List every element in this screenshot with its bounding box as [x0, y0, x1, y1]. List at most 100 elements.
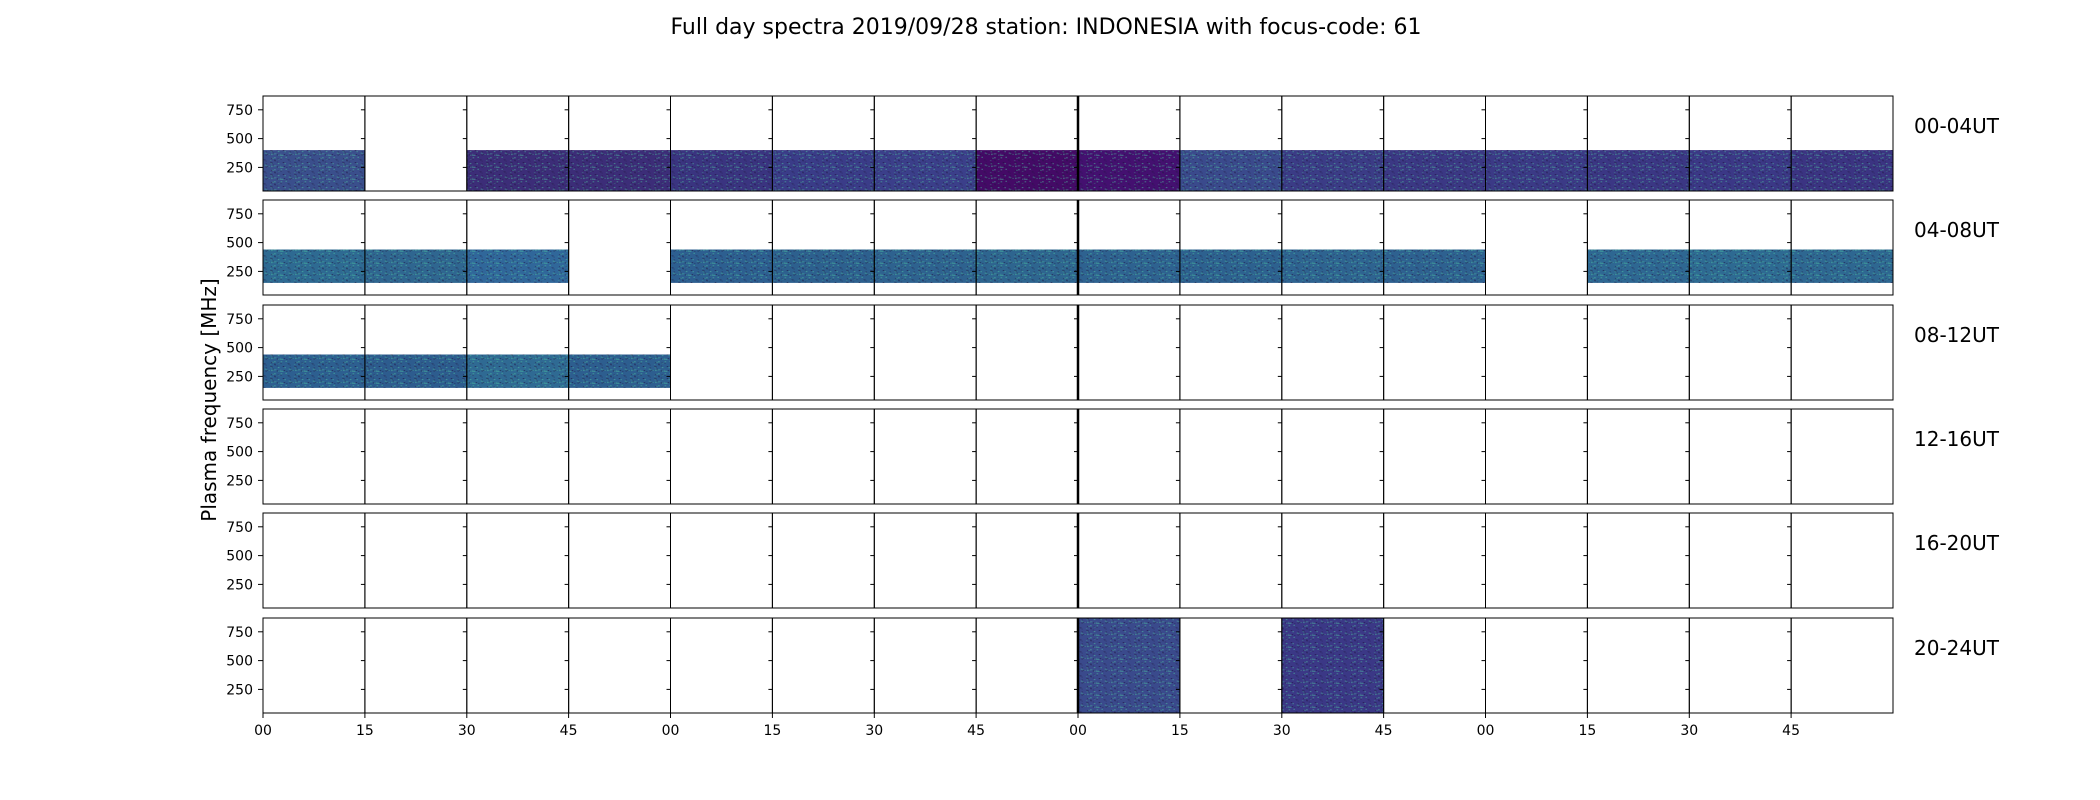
subplot-frame — [568, 617, 671, 714]
spectrum-texture — [263, 150, 365, 191]
spectrum-texture — [466, 354, 569, 388]
y-tick-label: 250 — [226, 682, 253, 698]
subplot-frame — [262, 617, 366, 714]
spectra-row: 250 500 750 20-24UT — [226, 617, 2000, 714]
spectrum-texture — [670, 249, 773, 283]
subplot-frame — [568, 199, 671, 296]
subplot-frame — [466, 408, 570, 505]
spectrum-texture — [1587, 150, 1690, 191]
spectrum-texture — [1078, 150, 1180, 191]
subplot-frame — [568, 408, 671, 505]
y-tick-label: 500 — [226, 236, 253, 252]
row-time-label: 20-24UT — [1914, 636, 2000, 660]
subplot-frame — [771, 512, 875, 609]
x-tick-label: 45 — [1375, 723, 1393, 739]
spectra-row: 250 500 750 04-08UT — [226, 199, 2000, 296]
spectrum-texture — [263, 249, 365, 283]
y-tick-label: 500 — [226, 549, 253, 565]
spectrum-texture — [1587, 249, 1690, 283]
subplot-frame — [873, 617, 977, 714]
spectrum-texture — [1791, 150, 1893, 191]
spectrum-texture — [976, 249, 1078, 283]
subplot-frame — [1688, 617, 1792, 714]
x-tick-label: 00 — [254, 723, 272, 739]
x-tick-label: 00 — [1477, 723, 1495, 739]
spectrum-texture — [1179, 249, 1282, 283]
spectrum-texture — [263, 354, 365, 388]
x-tick-label: 15 — [763, 723, 781, 739]
spectra-rows: 250 500 750 00-04UT 250 500 750 04-08UT 250 500 75… — [226, 95, 2000, 714]
subplot-frame — [975, 512, 1079, 609]
y-tick-label: 750 — [226, 625, 253, 641]
subplot-frame — [1790, 199, 1894, 296]
subplot-frame — [670, 304, 773, 401]
x-tick-label: 00 — [662, 723, 680, 739]
y-tick-label: 750 — [226, 312, 253, 328]
x-tick-label: 45 — [560, 723, 578, 739]
spectra-row: 250 500 750 08-12UT — [226, 304, 2000, 401]
subplot-frame — [1790, 95, 1894, 192]
subplot-frame — [466, 512, 570, 609]
subplot-frame — [1383, 304, 1486, 401]
x-axis-ticks: 00 15 30 45 00 15 30 45 00 15 30 45 00 15 30 45 — [254, 713, 1800, 739]
x-tick-label: 30 — [1273, 723, 1291, 739]
subplot-frame — [1485, 617, 1588, 714]
subplot-frame — [1077, 408, 1181, 505]
x-tick-label: 15 — [356, 723, 374, 739]
subplot-frame — [670, 512, 773, 609]
subplot-frame — [1688, 512, 1792, 609]
y-tick-label: 250 — [226, 369, 253, 385]
subplot-frame — [1790, 617, 1894, 714]
subplot-frame — [1688, 408, 1792, 505]
x-tick-label: 00 — [1069, 723, 1087, 739]
spectrum-texture — [1689, 249, 1792, 283]
subplot-frame — [1179, 408, 1283, 505]
spectrum-texture — [568, 150, 671, 191]
spectrum-texture — [772, 150, 875, 191]
subplot-frame — [670, 408, 773, 505]
subplot-frame — [466, 617, 570, 714]
subplot-frame — [364, 512, 468, 609]
subplot-frame — [1586, 408, 1690, 505]
spectrum-texture — [1383, 150, 1486, 191]
subplot-frame — [975, 304, 1079, 401]
subplot-frame — [1281, 512, 1385, 609]
subplot-frame — [975, 617, 1079, 714]
spectrum-texture — [874, 249, 977, 283]
y-tick-label: 500 — [226, 654, 253, 670]
y-tick-label: 750 — [226, 103, 253, 119]
spectrum-texture — [874, 150, 977, 191]
subplot-frame — [873, 408, 977, 505]
subplot-frame — [1179, 512, 1283, 609]
spectrum-texture — [1383, 249, 1486, 283]
y-axis-label: Plasma frequency [MHz] — [197, 278, 221, 521]
subplot-frame — [1586, 617, 1690, 714]
spectra-row: 250 500 750 00-04UT — [226, 95, 2000, 192]
subplot-frame — [1790, 304, 1894, 401]
spectrum-texture — [466, 249, 569, 283]
subplot-frame — [1586, 304, 1690, 401]
spectrum-texture — [568, 354, 671, 388]
subplot-frame — [1485, 512, 1588, 609]
spectrum-texture — [1791, 249, 1893, 283]
row-time-label: 00-04UT — [1914, 114, 2000, 138]
subplot-frame — [1586, 512, 1690, 609]
y-tick-label: 250 — [226, 160, 253, 176]
spectrum-texture — [1078, 249, 1180, 283]
subplot-frame — [873, 512, 977, 609]
y-tick-label: 250 — [226, 264, 253, 280]
y-tick-label: 500 — [226, 445, 253, 461]
spectra-row: 250 500 750 12-16UT — [226, 408, 2000, 505]
spectrum-texture — [1078, 618, 1180, 713]
subplot-frame — [1383, 617, 1486, 714]
subplot-frame — [262, 512, 366, 609]
y-tick-label: 250 — [226, 473, 253, 489]
subplot-frame — [1688, 304, 1792, 401]
spectrum-texture — [466, 150, 569, 191]
subplot-frame — [364, 408, 468, 505]
spectrum-texture — [772, 249, 875, 283]
subplot-frame — [1383, 408, 1486, 505]
spectrum-texture — [364, 249, 467, 283]
y-tick-label: 750 — [226, 520, 253, 536]
chart-title: Full day spectra 2019/09/28 station: IND… — [670, 15, 1421, 40]
